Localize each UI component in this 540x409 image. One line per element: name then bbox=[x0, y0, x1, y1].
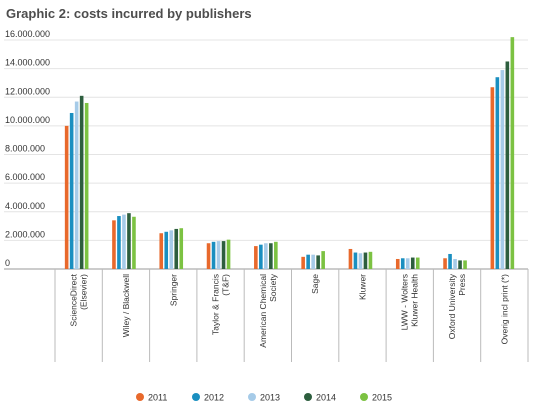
y-tick-label: 8.000.000 bbox=[5, 144, 45, 154]
legend: 2011 2012 2013 2014 2015 bbox=[136, 393, 392, 403]
bar bbox=[174, 228, 179, 269]
legend-swatch bbox=[248, 393, 256, 401]
legend-label: 2012 bbox=[204, 393, 224, 403]
bar bbox=[216, 241, 221, 269]
bar bbox=[69, 112, 74, 270]
bar bbox=[400, 258, 405, 269]
category-label: American ChemicalSociety bbox=[258, 273, 278, 347]
legend-swatch bbox=[136, 393, 144, 401]
bar bbox=[311, 254, 315, 269]
bar bbox=[301, 256, 305, 269]
bar bbox=[415, 257, 420, 269]
y-tick-label: 6.000.000 bbox=[5, 172, 45, 182]
category-label: Oxford UniversityPress bbox=[447, 273, 467, 339]
y-tick-label: 14.000.000 bbox=[5, 58, 50, 68]
bar bbox=[84, 102, 89, 269]
bar bbox=[206, 243, 211, 269]
legend-label: 2013 bbox=[260, 393, 280, 403]
bar bbox=[74, 101, 79, 269]
bar bbox=[458, 260, 462, 269]
category-label: LWW - WoltersKluwer Health bbox=[400, 274, 420, 331]
y-tick-label: 16.000.000 bbox=[5, 29, 50, 39]
bar bbox=[254, 246, 258, 269]
chart-title: Graphic 2: costs incurred by publishers bbox=[6, 6, 252, 21]
bar bbox=[179, 228, 184, 269]
bar bbox=[127, 213, 131, 269]
bar bbox=[463, 260, 467, 269]
bar bbox=[505, 61, 510, 269]
bar bbox=[363, 252, 368, 269]
category-label: Springer bbox=[168, 274, 178, 306]
bar bbox=[321, 251, 325, 269]
bar bbox=[79, 95, 84, 269]
legend-swatch bbox=[360, 393, 368, 401]
category-label: Wiley / Blackwell bbox=[121, 274, 131, 337]
category-label: Taylor & Francis(T&F) bbox=[211, 274, 231, 335]
bar bbox=[226, 239, 231, 269]
legend-label: 2014 bbox=[316, 393, 336, 403]
category-label: Overig incl print (*) bbox=[499, 274, 509, 345]
bar bbox=[274, 241, 278, 269]
bar bbox=[264, 243, 268, 269]
bar bbox=[348, 248, 353, 269]
bar bbox=[448, 253, 452, 269]
bar bbox=[132, 216, 136, 269]
bar bbox=[122, 214, 126, 269]
legend-label: 2015 bbox=[372, 393, 392, 403]
category-label: Sage bbox=[310, 274, 320, 294]
legend-swatch bbox=[304, 393, 312, 401]
bar bbox=[443, 258, 447, 269]
y-tick-label: 4.000.000 bbox=[5, 201, 45, 211]
bars bbox=[64, 37, 515, 270]
y-tick-label: 12.000.000 bbox=[5, 86, 50, 96]
bar bbox=[353, 252, 358, 269]
bar bbox=[159, 233, 164, 269]
x-axis: ScienceDirect(Elsevier) Wiley / Blackwell… bbox=[54, 269, 529, 362]
bar bbox=[269, 243, 273, 269]
bar bbox=[112, 220, 116, 269]
bar bbox=[490, 87, 495, 269]
bar bbox=[495, 77, 500, 270]
bar bbox=[211, 241, 216, 269]
bar bbox=[306, 254, 310, 269]
bar bbox=[221, 241, 226, 269]
gridlines bbox=[4, 39, 528, 241]
legend-swatch bbox=[192, 393, 200, 401]
bar bbox=[405, 258, 410, 269]
y-tick-label: 2.000.000 bbox=[5, 229, 45, 239]
bar bbox=[410, 257, 415, 269]
bar bbox=[316, 255, 320, 269]
bar bbox=[164, 231, 169, 269]
category-label: Kluwer bbox=[357, 274, 367, 300]
bar bbox=[259, 244, 263, 269]
bar bbox=[453, 258, 457, 269]
y-tick-label: 10.000.000 bbox=[5, 115, 50, 125]
legend-label: 2011 bbox=[148, 393, 167, 403]
bar bbox=[64, 125, 69, 270]
bar bbox=[510, 37, 515, 269]
y-tick-label: 0 bbox=[5, 258, 10, 268]
bar bbox=[117, 216, 121, 269]
category-label: ScienceDirect(Elsevier) bbox=[69, 273, 89, 326]
bar bbox=[395, 258, 400, 269]
bar bbox=[358, 253, 363, 269]
bar bbox=[500, 70, 505, 269]
bar bbox=[368, 251, 373, 269]
bar bbox=[169, 230, 174, 269]
